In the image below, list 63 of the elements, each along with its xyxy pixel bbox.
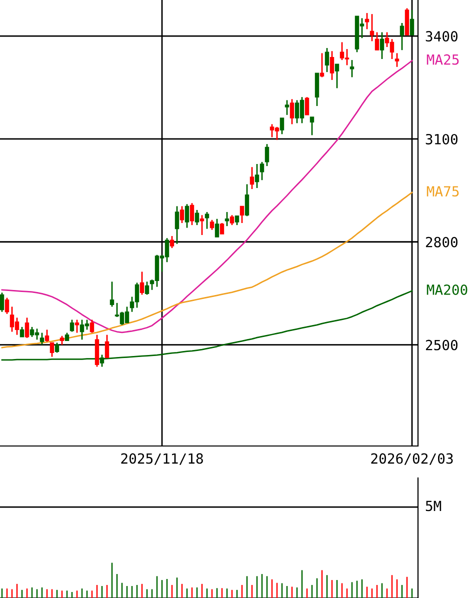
candlestick (410, 9, 414, 36)
x-tick-label: 2025/11/18 (121, 453, 203, 465)
candlestick (70, 319, 74, 332)
candlestick (0, 292, 4, 313)
candlestick (400, 22, 404, 51)
candlestick (250, 166, 254, 190)
candlestick (24, 316, 30, 339)
candlestick (264, 143, 270, 167)
candlestick (230, 214, 234, 226)
candlestick (44, 329, 50, 342)
ref-line-label: 5M (426, 500, 442, 512)
candlestick (310, 116, 314, 136)
candlestick (350, 59, 354, 78)
y-tick-label: 2500 (426, 340, 458, 350)
candlestick (244, 184, 250, 217)
candlestick (4, 297, 10, 315)
candlestick (220, 222, 224, 235)
candlestick (104, 334, 110, 359)
candlestick (234, 215, 240, 226)
y-tick-label: 3100 (426, 134, 458, 144)
candlestick (20, 326, 24, 338)
candlestick (54, 342, 60, 354)
line-series (1, 60, 413, 334)
candlestick (194, 209, 200, 226)
candlestick (254, 163, 260, 189)
candlestick (380, 32, 384, 60)
candlestick (374, 32, 380, 51)
candlestick (394, 52, 400, 68)
candlestick (290, 98, 294, 125)
x-tick-label: 2026/02/03 (371, 453, 453, 465)
candlestick (180, 205, 184, 224)
candlestick (90, 319, 94, 334)
candlestick (190, 202, 194, 226)
candlestick (280, 117, 284, 135)
candlestick (184, 203, 190, 228)
candlestick (50, 342, 54, 358)
series-label: MA200 (426, 284, 468, 295)
candlestick (170, 235, 174, 249)
candlestick (204, 211, 210, 230)
y-tick-label: 3400 (426, 31, 458, 42)
candlestick (370, 13, 374, 42)
candlestick (304, 96, 310, 116)
candlestick (284, 99, 290, 116)
candlestick (144, 280, 150, 296)
candlestick (74, 319, 80, 334)
candlestick (224, 211, 230, 227)
candlestick (320, 52, 324, 78)
candlestick (364, 12, 370, 30)
y-tick-label: 2800 (426, 236, 458, 248)
candlestick (324, 47, 330, 73)
series-label: MA25 (426, 54, 459, 65)
series-label: MA75 (426, 186, 459, 197)
candlestick (174, 205, 180, 245)
candlestick (214, 218, 220, 238)
candlestick (40, 332, 44, 346)
candlestick (140, 271, 144, 296)
candlestick (200, 214, 204, 236)
candlestick (260, 161, 264, 181)
candlestick (334, 63, 340, 89)
candlestick (110, 280, 114, 308)
candlestick (210, 219, 214, 231)
candlestick (240, 205, 244, 224)
candlestick (330, 50, 334, 81)
